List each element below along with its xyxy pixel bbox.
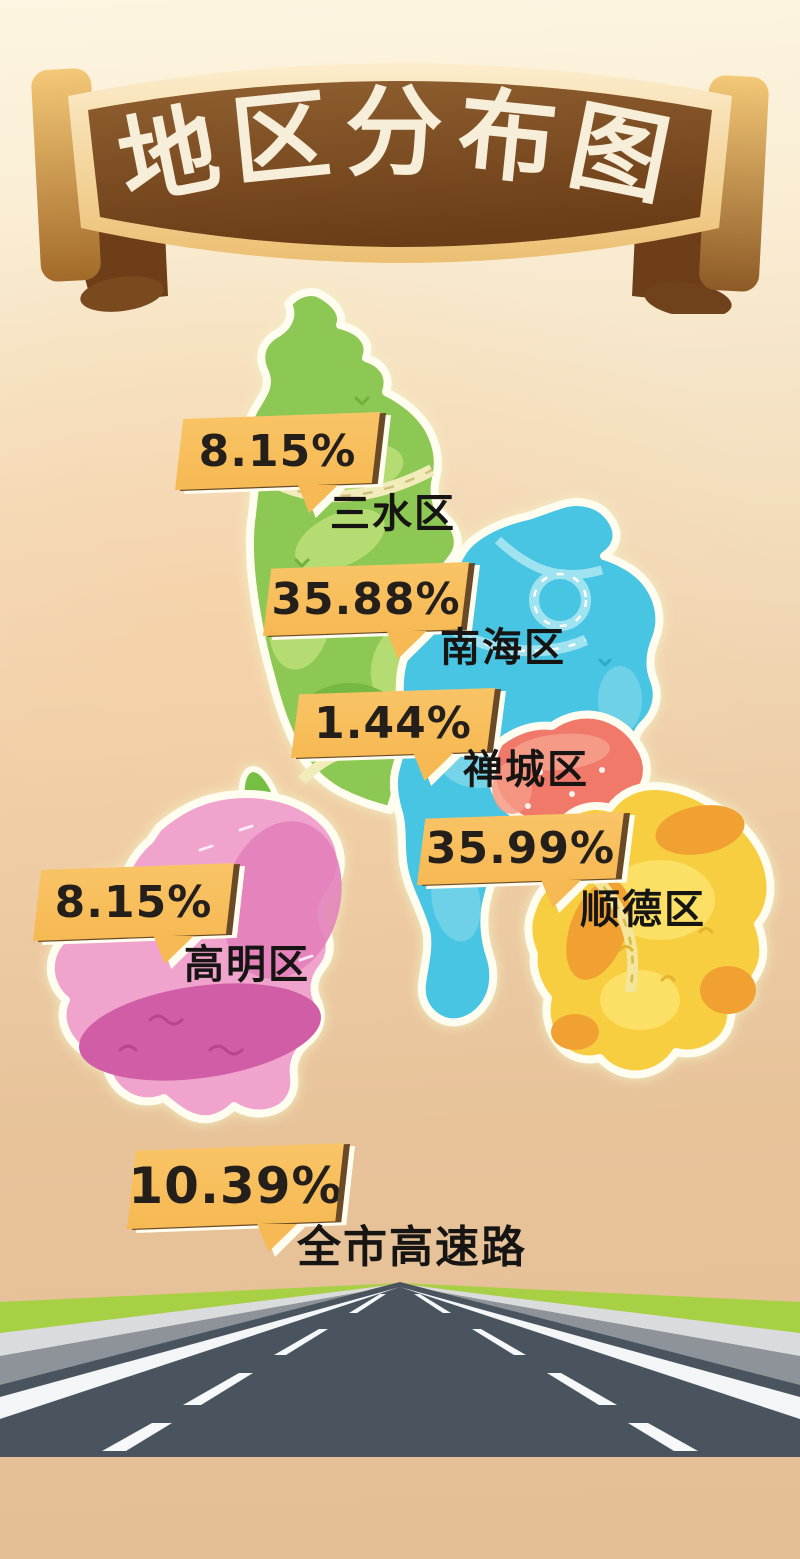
road-asphalt	[0, 1282, 800, 1457]
callout-nanhai: 35.88%	[263, 562, 480, 664]
callout-body: 10.39%	[127, 1143, 344, 1229]
callout-sanshui: 8.15%	[175, 412, 391, 518]
callout-body: 35.88%	[263, 562, 469, 636]
road-lane-dashes	[102, 1294, 698, 1451]
callout-body: 8.15%	[33, 863, 234, 941]
label-gaoming: 高明区	[184, 942, 310, 988]
label-nanhai: 南海区	[440, 625, 566, 671]
chancheng-percent: 1.44%	[314, 697, 472, 749]
callout-highway: 10.39%	[127, 1143, 355, 1257]
ribbon-tip-right	[644, 282, 732, 314]
label-sanshui: 三水区	[330, 491, 456, 537]
district-gaoming-shape	[46, 790, 345, 1124]
shunde-percent: 35.99%	[425, 823, 616, 874]
label-chancheng: 禅城区	[463, 747, 589, 793]
callout-body: 1.44%	[291, 688, 495, 758]
label-highway: 全市高速路	[297, 1222, 527, 1273]
label-shunde: 顺德区	[580, 887, 706, 933]
callout-body: 8.15%	[175, 412, 380, 490]
sanshui-percent: 8.15%	[198, 425, 357, 477]
callout-body: 35.99%	[417, 812, 624, 885]
gaoming-percent: 8.15%	[54, 876, 213, 928]
nanhai-percent: 35.88%	[271, 573, 461, 625]
title-banner: 地区分布图	[31, 63, 769, 314]
ribbon-tip-left	[80, 276, 164, 312]
banner-panel	[88, 81, 712, 247]
callout-gaoming: 8.15%	[33, 863, 245, 969]
highway-illustration	[0, 1282, 800, 1457]
highway-percent: 10.39%	[128, 1157, 343, 1215]
road-edge-lines	[0, 1287, 800, 1419]
callout-shunde: 35.99%	[417, 812, 635, 913]
